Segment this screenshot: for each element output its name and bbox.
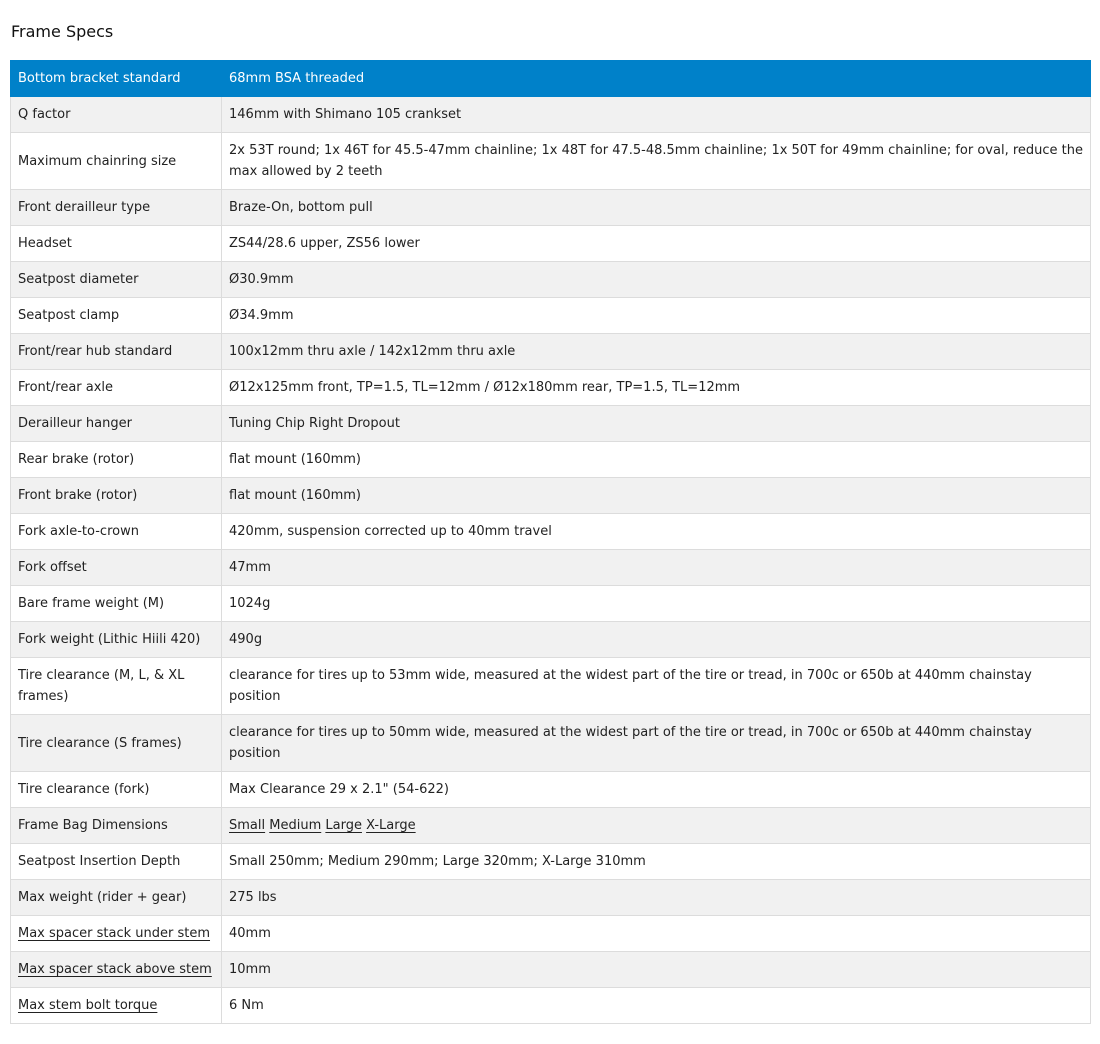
spec-value: 420mm, suspension corrected up to 40mm t…: [221, 513, 1091, 550]
page-title: Frame Specs: [11, 22, 114, 41]
spec-value: flat mount (160mm): [221, 441, 1091, 478]
spec-label: Max weight (rider + gear): [10, 879, 222, 916]
spec-row: Seatpost Insertion Depth Small 250mm; Med…: [10, 843, 1091, 880]
spec-label: Front/rear axle: [10, 369, 222, 406]
spec-value: 10mm: [221, 951, 1091, 988]
spec-value: Ø34.9mm: [221, 297, 1091, 334]
frame-bag-link-large[interactable]: Large: [325, 818, 362, 833]
spec-value: 100x12mm thru axle / 142x12mm thru axle: [221, 333, 1091, 370]
spec-row: Fork weight (Lithic Hiili 420) 490g: [10, 621, 1091, 658]
spec-label: Bare frame weight (M): [10, 585, 222, 622]
spec-label-link[interactable]: Max spacer stack under stem: [18, 926, 211, 941]
frame-bag-link-small[interactable]: Small: [229, 818, 266, 833]
spec-row: Fork offset 47mm: [10, 549, 1091, 586]
spec-value: 275 lbs: [221, 879, 1091, 916]
spec-label: Fork offset: [10, 549, 222, 586]
spec-label: Tire clearance (fork): [10, 771, 222, 808]
spec-label-link[interactable]: Max stem bolt torque: [18, 998, 158, 1013]
spec-value: Ø30.9mm: [221, 261, 1091, 298]
spec-row: Bottom bracket standard 68mm BSA threaded: [10, 60, 1091, 97]
spec-value: 47mm: [221, 549, 1091, 586]
spec-value: 6 Nm: [221, 987, 1091, 1024]
spec-label: Max stem bolt torque: [10, 987, 222, 1024]
frame-bag-link-medium[interactable]: Medium: [269, 818, 322, 833]
spec-label: Tire clearance (M, L, & XL frames): [10, 657, 222, 715]
spec-value: clearance for tires up to 50mm wide, mea…: [221, 714, 1091, 772]
spec-row: Front/rear hub standard 100x12mm thru axl…: [10, 333, 1091, 370]
spec-label: Seatpost clamp: [10, 297, 222, 334]
spec-value: Ø12x125mm front, TP=1.5, TL=12mm / Ø12x1…: [221, 369, 1091, 406]
spec-value: ZS44/28.6 upper, ZS56 lower: [221, 225, 1091, 262]
spec-row: Tire clearance (fork) Max Clearance 29 x …: [10, 771, 1091, 808]
spec-label: Frame Bag Dimensions: [10, 807, 222, 844]
spec-label-link[interactable]: Max spacer stack above stem: [18, 962, 212, 977]
spec-row: Front derailleur type Braze-On, bottom pu…: [10, 189, 1091, 226]
spec-row: Seatpost clamp Ø34.9mm: [10, 297, 1091, 334]
spec-row: Headset ZS44/28.6 upper, ZS56 lower: [10, 225, 1091, 262]
spec-row: Max spacer stack above stem 10mm: [10, 951, 1091, 988]
spec-label: Max spacer stack under stem: [10, 915, 222, 952]
spec-value: 68mm BSA threaded: [221, 60, 1091, 97]
spec-row: Q factor 146mm with Shimano 105 crankset: [10, 96, 1091, 133]
spec-label: Q factor: [10, 96, 222, 133]
spec-label: Max spacer stack above stem: [10, 951, 222, 988]
spec-row: Rear brake (rotor) flat mount (160mm): [10, 441, 1091, 478]
spec-row: Max spacer stack under stem 40mm: [10, 915, 1091, 952]
spec-label: Front derailleur type: [10, 189, 222, 226]
spec-row: Maximum chainring size 2x 53T round; 1x 4…: [10, 132, 1091, 190]
spec-value: 40mm: [221, 915, 1091, 952]
spec-label: Front/rear hub standard: [10, 333, 222, 370]
spec-value: Tuning Chip Right Dropout: [221, 405, 1091, 442]
spec-row: Seatpost diameter Ø30.9mm: [10, 261, 1091, 298]
spec-label: Fork axle-to-crown: [10, 513, 222, 550]
spec-row: Derailleur hanger Tuning Chip Right Dropo…: [10, 405, 1091, 442]
spec-value: 490g: [221, 621, 1091, 658]
spec-label: Rear brake (rotor): [10, 441, 222, 478]
spec-value: Small Medium Large X-Large: [221, 807, 1091, 844]
spec-label: Headset: [10, 225, 222, 262]
spec-label: Maximum chainring size: [10, 132, 222, 190]
spec-value: 2x 53T round; 1x 46T for 45.5-47mm chain…: [221, 132, 1091, 190]
spec-value: Braze-On, bottom pull: [221, 189, 1091, 226]
spec-row: Max stem bolt torque 6 Nm: [10, 987, 1091, 1024]
spec-row: Front brake (rotor) flat mount (160mm): [10, 477, 1091, 514]
spec-row: Fork axle-to-crown 420mm, suspension corr…: [10, 513, 1091, 550]
spec-row: Bare frame weight (M) 1024g: [10, 585, 1091, 622]
spec-row: Tire clearance (S frames) clearance for t…: [10, 714, 1091, 772]
spec-value: 146mm with Shimano 105 crankset: [221, 96, 1091, 133]
spec-value: 1024g: [221, 585, 1091, 622]
spec-value: flat mount (160mm): [221, 477, 1091, 514]
spec-label: Seatpost diameter: [10, 261, 222, 298]
spec-value: clearance for tires up to 53mm wide, mea…: [221, 657, 1091, 715]
spec-value: Small 250mm; Medium 290mm; Large 320mm; …: [221, 843, 1091, 880]
frame-bag-link-x-large[interactable]: X-Large: [366, 818, 416, 833]
spec-row: Front/rear axle Ø12x125mm front, TP=1.5, …: [10, 369, 1091, 406]
frame-specs-table: Bottom bracket standard 68mm BSA threaded…: [10, 60, 1091, 1024]
spec-label: Tire clearance (S frames): [10, 714, 222, 772]
spec-label: Front brake (rotor): [10, 477, 222, 514]
spec-row: Max weight (rider + gear) 275 lbs: [10, 879, 1091, 916]
spec-label: Seatpost Insertion Depth: [10, 843, 222, 880]
spec-label: Derailleur hanger: [10, 405, 222, 442]
spec-value: Max Clearance 29 x 2.1" (54-622): [221, 771, 1091, 808]
spec-row: Frame Bag Dimensions Small Medium Large X…: [10, 807, 1091, 844]
spec-row: Tire clearance (M, L, & XL frames) cleara…: [10, 657, 1091, 715]
spec-label: Fork weight (Lithic Hiili 420): [10, 621, 222, 658]
spec-label: Bottom bracket standard: [10, 60, 222, 97]
